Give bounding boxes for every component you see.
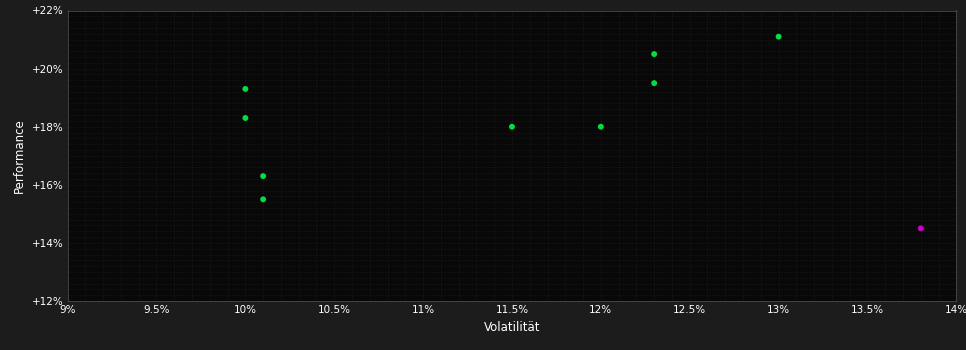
Point xyxy=(255,196,270,202)
Point xyxy=(771,34,786,40)
Point xyxy=(504,124,520,130)
Point xyxy=(913,226,928,231)
Y-axis label: Performance: Performance xyxy=(14,118,26,193)
Point xyxy=(593,124,609,130)
Point xyxy=(238,115,253,121)
Point xyxy=(646,80,662,86)
X-axis label: Volatilität: Volatilität xyxy=(484,321,540,334)
Point xyxy=(255,173,270,179)
Point xyxy=(646,51,662,57)
Point xyxy=(238,86,253,92)
